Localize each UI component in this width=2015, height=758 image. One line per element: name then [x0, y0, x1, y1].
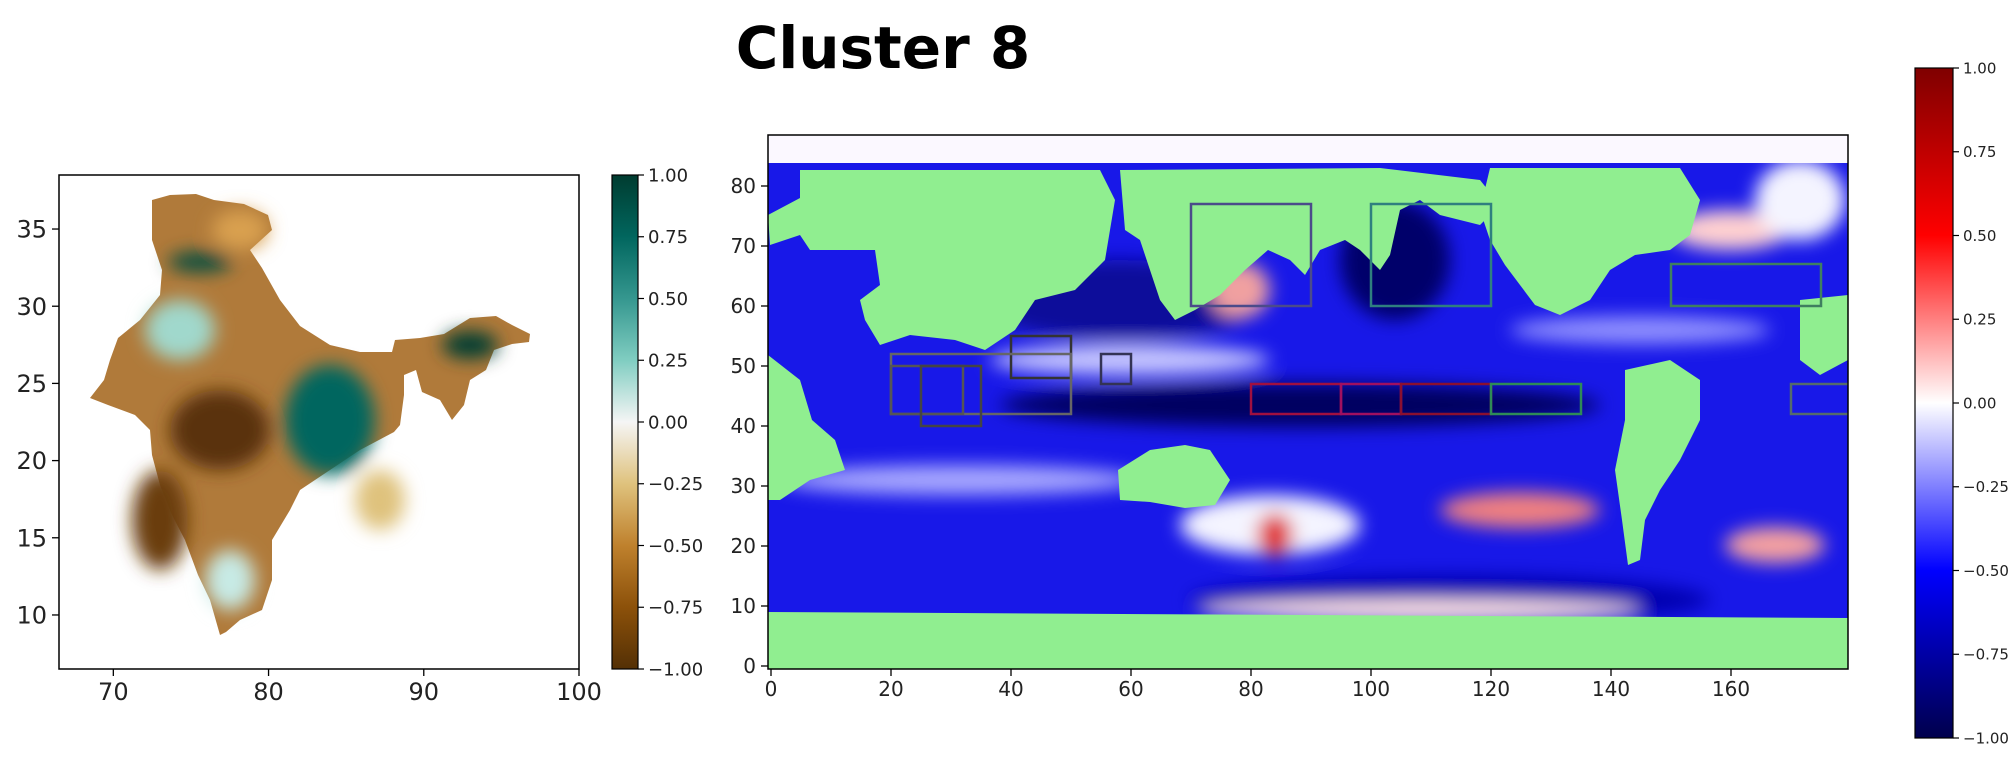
global-y-tick-label: 80 — [731, 174, 756, 198]
global-colorbar-tick-label: 0.50 — [1963, 227, 1996, 245]
india-plot-frame — [58, 174, 580, 670]
india-colorbar — [611, 174, 639, 670]
region-box — [1489, 382, 1583, 416]
global-y-tick-label: 70 — [731, 234, 756, 258]
region-box — [1369, 202, 1493, 308]
high-anomaly — [1257, 513, 1293, 557]
figure-title: Cluster 8 — [735, 14, 1031, 82]
global-x-tick-label: 40 — [998, 677, 1023, 701]
global-x-tick-label: 60 — [1118, 677, 1143, 701]
region-box — [1789, 382, 1848, 416]
india-colorbar-tick-label: 1.00 — [648, 165, 688, 186]
global-y-axis: 0 10 20 30 40 50 60 70 80 — [731, 174, 768, 678]
india-colorbar-tick-label: −0.50 — [648, 536, 703, 557]
india-colorbar-tick-label: 0.75 — [648, 227, 688, 248]
land-south-america — [1615, 360, 1700, 565]
global-x-tick-label: 20 — [878, 677, 903, 701]
india-heatmap — [90, 194, 530, 635]
india-y-tick-label: 20 — [16, 447, 47, 475]
global-colorbar-tick-label: 0.75 — [1963, 143, 1996, 161]
india-colorbar-ticks: 1.00 0.75 0.50 0.25 0.00 −0.25 −0.50 −0.75 −1.00 — [638, 165, 703, 680]
global-plot-frame — [767, 134, 1849, 670]
high-anomaly — [1440, 492, 1600, 528]
global-y-tick-label: 50 — [731, 354, 756, 378]
high-anomaly — [1670, 210, 1790, 250]
india-y-axis: 10 15 20 25 30 35 — [16, 216, 59, 630]
global-y-tick-label: 60 — [731, 294, 756, 318]
india-colorbar-tick-label: 0.25 — [648, 351, 688, 372]
global-y-tick-label: 30 — [731, 474, 756, 498]
global-x-tick-label: 80 — [1238, 677, 1263, 701]
india-x-tick-label: 80 — [253, 678, 284, 706]
global-colorbar-tick-label: 1.00 — [1963, 59, 1996, 77]
india-x-axis: 70 80 90 100 — [98, 669, 602, 706]
land-africa-europe — [768, 170, 1115, 350]
arctic-strip — [768, 135, 1848, 163]
land-africa-south — [768, 355, 845, 500]
wet-patch — [285, 365, 375, 475]
dry-patch — [132, 470, 188, 570]
region-boxes — [889, 202, 1848, 428]
neutral-band — [1200, 600, 1640, 620]
wet-patch — [205, 550, 255, 610]
global-colorbar-tick-label: −0.50 — [1963, 562, 2009, 580]
india-y-tick-label: 10 — [16, 602, 47, 630]
global-colorbar — [1914, 67, 1954, 739]
global-y-tick-label: 10 — [731, 594, 756, 618]
global-heatmap — [768, 135, 1848, 669]
india-y-tick-label: 30 — [16, 293, 47, 321]
india-colorbar-tick-label: −0.75 — [648, 598, 703, 619]
india-x-tick-label: 90 — [409, 678, 440, 706]
neutral-band — [780, 465, 1140, 495]
low-anomaly-band — [1000, 383, 1600, 427]
india-y-tick-label: 25 — [16, 370, 47, 398]
neutral-band — [1755, 160, 1845, 240]
global-y-tick-label: 0 — [743, 654, 756, 678]
global-colorbar-tick-label: −0.75 — [1963, 646, 2009, 664]
india-colorbar-tick-label: 0.00 — [648, 412, 688, 433]
india-map-panel: 70 80 90 100 10 15 20 25 30 35 1.00 0.75 0.50 0.25 0… — [16, 165, 703, 706]
region-box — [1189, 202, 1313, 308]
india-colorbar-tick-label: −1.00 — [648, 659, 703, 680]
high-anomaly — [1725, 527, 1825, 563]
land-north-america — [1480, 168, 1700, 315]
india-y-tick-label: 15 — [16, 524, 47, 552]
region-box — [919, 364, 983, 428]
region-box — [1099, 352, 1133, 386]
land-europe-west — [1800, 295, 1848, 375]
india-y-tick-label: 35 — [16, 216, 47, 244]
land-australia — [1118, 445, 1230, 508]
india-x-tick-label: 100 — [556, 678, 602, 706]
global-y-tick-label: 40 — [731, 414, 756, 438]
india-x-tick-label: 70 — [98, 678, 129, 706]
global-x-tick-label: 120 — [1472, 677, 1510, 701]
dry-patch — [355, 470, 405, 530]
india-colorbar-tick-label: −0.25 — [648, 474, 703, 495]
neutral-band — [1510, 316, 1770, 344]
wet-patch — [442, 331, 498, 359]
global-y-tick-label: 20 — [731, 534, 756, 558]
global-x-tick-label: 0 — [765, 677, 778, 701]
global-map-panel: 0 20 40 60 80 100 120 140 160 01020304050607080 … — [731, 59, 2009, 747]
global-x-tick-label: 160 — [1712, 677, 1750, 701]
dry-patch — [170, 390, 270, 470]
land-antarctica — [768, 612, 1848, 669]
global-x-tick-label: 140 — [1592, 677, 1630, 701]
global-colorbar-ticks: 1.00 0.75 0.50 0.25 0.00 −0.25 −0.50 −0.75 −1.00 — [1953, 59, 2009, 747]
dry-patch — [212, 210, 268, 250]
wet-patch — [145, 300, 215, 360]
india-colorbar-tick-label: 0.50 — [648, 289, 688, 310]
region-box — [1669, 262, 1823, 308]
global-colorbar-tick-label: −1.00 — [1963, 729, 2009, 747]
global-colorbar-tick-label: −0.25 — [1963, 478, 2009, 496]
wet-patch — [168, 252, 232, 272]
global-x-tick-label: 100 — [1352, 677, 1390, 701]
global-colorbar-tick-label: 0.25 — [1963, 311, 1996, 329]
global-colorbar-tick-label: 0.00 — [1963, 394, 1996, 412]
global-x-axis: 0 20 40 60 80 100 120 140 160 — [765, 669, 1750, 701]
